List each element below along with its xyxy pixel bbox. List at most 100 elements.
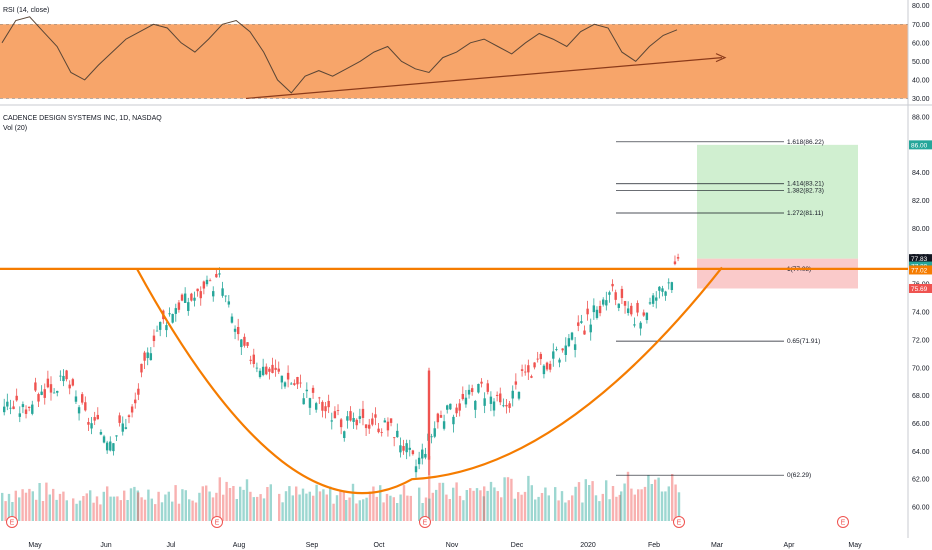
volume-bar — [431, 492, 434, 521]
candle-body — [389, 418, 393, 423]
candle-body — [183, 293, 187, 303]
candle-body — [249, 359, 252, 361]
candle-body — [430, 436, 433, 438]
volume-bar — [102, 491, 105, 521]
candle-body — [265, 366, 268, 375]
volume-bar — [129, 488, 133, 521]
price-tick-label: 82.00 — [912, 198, 930, 205]
volume-bar — [469, 488, 472, 521]
volume-bar — [177, 503, 181, 521]
volume-bar — [281, 502, 284, 521]
candle-body — [40, 391, 43, 395]
volume-bar — [92, 502, 95, 521]
x-tick-label: 2020 — [580, 542, 596, 549]
candle-body — [158, 321, 162, 330]
volume-bar — [116, 496, 119, 521]
candle-body — [130, 406, 134, 413]
x-tick-label: Apr — [784, 542, 796, 549]
candle-body — [180, 294, 184, 301]
volume-bar — [201, 486, 204, 521]
candle-body — [577, 322, 580, 326]
candle-body — [21, 404, 25, 408]
candle-body — [324, 406, 327, 412]
volume-bar — [21, 489, 24, 521]
candle-body — [333, 411, 337, 419]
candle-body — [499, 393, 502, 403]
volume-bar — [358, 500, 361, 521]
x-tick-label: Jun — [100, 542, 111, 549]
volume-bar — [362, 499, 365, 521]
volume-bar — [269, 484, 272, 521]
candle-body — [37, 394, 40, 402]
candle-body — [368, 424, 371, 429]
volume-bar — [458, 495, 462, 521]
volume-bar — [441, 482, 445, 521]
x-tick-label: Dec — [511, 542, 524, 549]
candle-body — [608, 292, 611, 295]
rsi-tick-label: 70.00 — [912, 22, 930, 29]
candle-body — [539, 353, 543, 360]
candle-body — [614, 292, 617, 300]
volume-bar — [455, 482, 458, 521]
candle-body — [255, 367, 259, 369]
earnings-marker-label: E — [423, 520, 428, 527]
volume-bar — [325, 494, 328, 521]
candle-body — [302, 398, 305, 405]
volume-bar — [222, 494, 225, 521]
volume-bar — [123, 490, 126, 521]
candle-body — [583, 330, 586, 335]
volume-bar — [95, 496, 99, 521]
candle-body — [617, 303, 621, 308]
candle-body — [505, 404, 508, 407]
x-tick-label: Feb — [648, 542, 660, 549]
volume-bar — [475, 488, 479, 521]
volume-bar — [262, 498, 266, 521]
volume-bar — [312, 495, 315, 521]
candle-body — [218, 273, 221, 275]
candle-body — [492, 401, 496, 411]
candle-body — [290, 383, 293, 385]
volume-bar — [547, 495, 550, 521]
volume-bar — [399, 494, 402, 521]
volume-bar — [18, 497, 21, 521]
candle-body — [343, 431, 346, 438]
volume-bar — [605, 480, 608, 521]
candle-body — [152, 335, 156, 342]
volume-bar — [351, 483, 355, 521]
candle-body — [230, 316, 234, 323]
volume-bar — [588, 485, 591, 521]
volume-bar — [4, 501, 7, 521]
volume-bar — [249, 491, 252, 521]
volume-bar — [428, 456, 431, 521]
candle-body — [208, 280, 212, 282]
candle-body — [555, 349, 558, 351]
candle-body — [84, 402, 87, 411]
candle-body — [146, 352, 149, 359]
volume-bar — [315, 484, 318, 521]
candle-body — [358, 416, 362, 419]
volume-bar — [167, 491, 170, 521]
x-tick-label: Aug — [233, 542, 246, 549]
candle-body — [411, 450, 415, 455]
candle-body — [464, 397, 468, 405]
profit-zone — [697, 144, 858, 259]
volume-bar — [483, 486, 486, 521]
volume-bar — [348, 497, 351, 521]
volume-bar — [379, 485, 382, 521]
candle-body — [436, 413, 440, 423]
earnings-marker-label: E — [677, 520, 682, 527]
volume-bar — [181, 489, 184, 521]
candle-body — [149, 353, 153, 361]
candle-body — [199, 291, 202, 299]
axes: 30.00 40.00 50.00 60.00 70.00 80.00 60.00 62.00… — [28, 3, 929, 549]
volume-bar — [428, 498, 431, 521]
volume-bar — [640, 489, 643, 521]
x-tick-label: May — [848, 542, 862, 549]
candle-body — [377, 428, 380, 433]
volume-bar — [421, 503, 424, 521]
candle-body — [658, 286, 661, 291]
candle-body — [102, 436, 106, 443]
volume-bar — [41, 501, 45, 521]
